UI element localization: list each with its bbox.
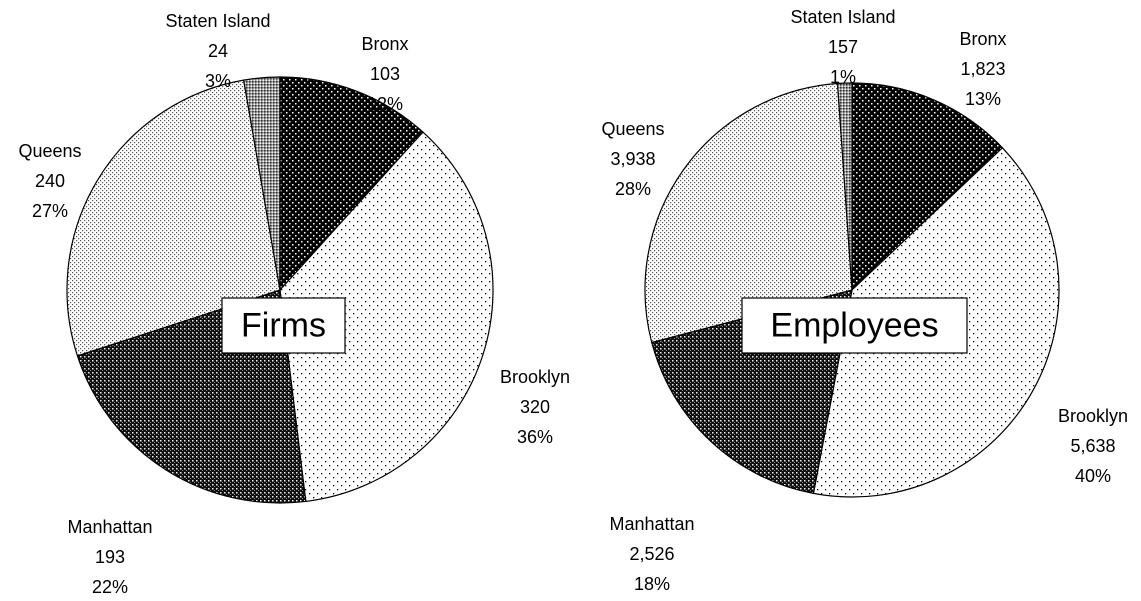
pie-slice <box>836 82 853 291</box>
slice-label-value: 157 <box>828 37 858 57</box>
slice-label-value: 5,638 <box>1070 436 1115 456</box>
slice-label-percent: 18% <box>634 574 670 594</box>
slice-label-value: 24 <box>208 41 228 61</box>
slice-label-percent: 12% <box>367 94 403 114</box>
slice-label-percent: 28% <box>615 179 651 199</box>
slice-label-percent: 40% <box>1075 466 1111 486</box>
slice-label-value: 2,526 <box>629 544 674 564</box>
slice-label-percent: 13% <box>965 89 1001 109</box>
slice-label-name: Manhattan <box>67 517 152 537</box>
slice-label-value: 1,823 <box>960 59 1005 79</box>
slice-label-name: Staten Island <box>165 11 270 31</box>
slice-label-percent: 36% <box>517 427 553 447</box>
slice-label-percent: 1% <box>830 67 856 87</box>
title-box <box>221 297 346 354</box>
slice-label-value: 240 <box>35 171 65 191</box>
pie-slice <box>279 76 424 292</box>
slice-label-name: Queens <box>18 141 81 161</box>
slice-label-value: 3,938 <box>610 149 655 169</box>
pie-slice <box>66 79 281 357</box>
chart-title: Employees <box>770 306 938 344</box>
title-box <box>741 297 968 354</box>
slice-label-name: Manhattan <box>609 514 694 534</box>
pie-slice <box>851 82 1004 292</box>
pie-slice <box>279 131 494 503</box>
slice-label-value: 193 <box>95 547 125 567</box>
slice-label-value: 103 <box>370 64 400 84</box>
slice-label-name: Brooklyn <box>1058 406 1128 426</box>
slice-label-percent: 3% <box>205 71 231 91</box>
slice-label-value: 320 <box>520 397 550 417</box>
slice-label-name: Bronx <box>361 34 408 54</box>
slice-label-name: Bronx <box>959 29 1006 49</box>
pie-slice <box>242 76 281 291</box>
pie-slice <box>644 82 853 344</box>
chart-title: Firms <box>241 306 326 344</box>
slice-label-percent: 27% <box>32 201 68 221</box>
slice-label-name: Brooklyn <box>500 367 570 387</box>
slice-label-name: Staten Island <box>790 7 895 27</box>
slice-label-name: Queens <box>601 119 664 139</box>
slice-label-percent: 22% <box>92 577 128 597</box>
